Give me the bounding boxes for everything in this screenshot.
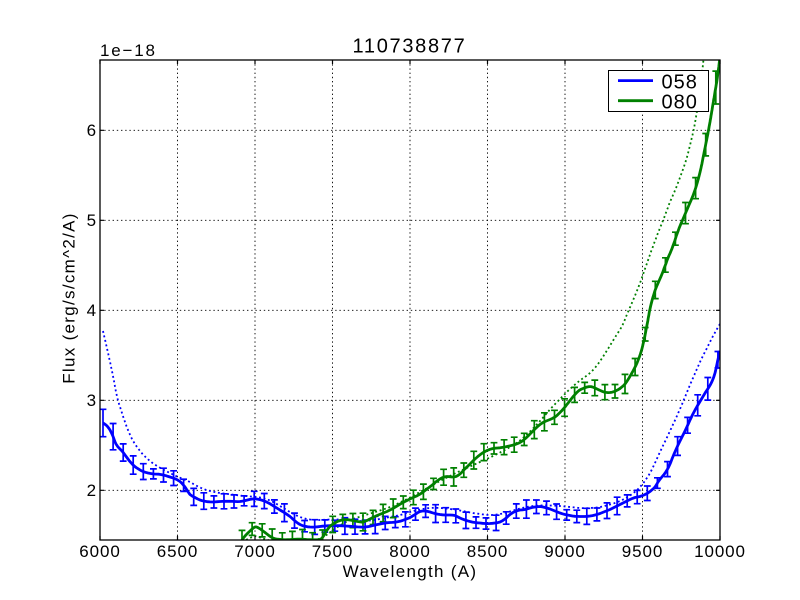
svg-text:058: 058 (662, 71, 698, 93)
svg-text:4: 4 (87, 301, 97, 320)
svg-text:5: 5 (87, 211, 97, 230)
svg-text:8000: 8000 (389, 542, 430, 561)
svg-text:110738877: 110738877 (353, 36, 467, 58)
svg-text:9500: 9500 (622, 542, 663, 561)
svg-text:7500: 7500 (312, 542, 353, 561)
svg-text:7000: 7000 (234, 542, 275, 561)
svg-text:6500: 6500 (157, 542, 198, 561)
svg-text:Flux (erg/s/cm^2/A): Flux (erg/s/cm^2/A) (60, 212, 79, 384)
svg-text:8500: 8500 (467, 542, 508, 561)
svg-text:1e−18: 1e−18 (100, 41, 157, 60)
svg-text:6000: 6000 (79, 542, 120, 561)
svg-text:080: 080 (662, 91, 698, 113)
svg-text:10000: 10000 (694, 542, 746, 561)
svg-text:2: 2 (87, 481, 97, 500)
svg-text:3: 3 (87, 391, 97, 410)
svg-text:Wavelength (A): Wavelength (A) (343, 562, 478, 581)
svg-text:9000: 9000 (544, 542, 585, 561)
svg-text:6: 6 (87, 121, 97, 140)
